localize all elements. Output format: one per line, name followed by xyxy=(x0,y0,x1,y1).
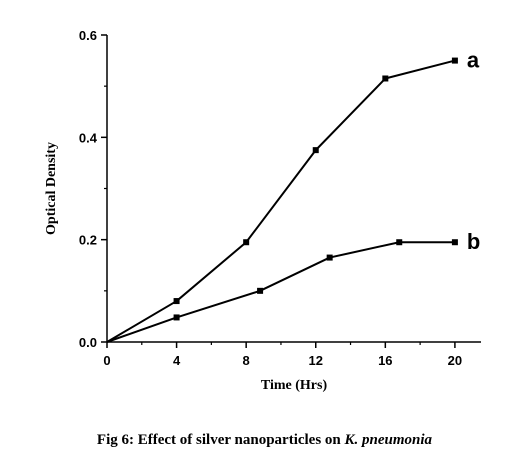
data-point xyxy=(257,287,264,294)
data-point xyxy=(396,239,403,246)
data-point xyxy=(451,239,458,246)
x-axis-title: Time (Hrs) xyxy=(261,378,328,393)
x-tick-label: 12 xyxy=(309,353,323,368)
series-a: a xyxy=(106,48,480,343)
series-line xyxy=(106,59,456,343)
data-point xyxy=(312,147,319,154)
y-tick-label: 0.6 xyxy=(79,28,97,43)
data-point xyxy=(326,254,333,261)
series-label: a xyxy=(467,48,480,73)
y-tick-label: 0.0 xyxy=(79,335,97,350)
data-point xyxy=(173,314,180,321)
y-axis-title: Optical Density xyxy=(44,142,59,235)
x-tick-label: 16 xyxy=(378,353,392,368)
y-tick-label: 0.2 xyxy=(79,233,97,248)
series-label: b xyxy=(467,229,480,254)
data-point xyxy=(173,298,180,305)
caption-text: Fig 6: Effect of silver nanoparticles on xyxy=(96,432,345,448)
x-tick-label: 8 xyxy=(243,353,250,368)
data-point xyxy=(382,75,389,82)
x-ticks: 0 4 8 12 16 20 xyxy=(103,342,462,368)
caption-species: K. pneumonia xyxy=(344,432,433,448)
x-tick-label: 0 xyxy=(103,353,110,368)
series-layer: ab xyxy=(106,48,480,343)
data-point xyxy=(451,57,458,64)
x-tick-label: 20 xyxy=(448,353,462,368)
series-line xyxy=(106,241,455,343)
y-ticks: 0.0 0.2 0.4 0.6 xyxy=(79,28,107,350)
figure-caption: Fig 6: Effect of silver nanoparticles on… xyxy=(0,432,529,449)
series-b: b xyxy=(106,229,480,343)
data-point xyxy=(243,239,250,246)
x-tick-label: 4 xyxy=(173,353,181,368)
y-tick-label: 0.4 xyxy=(79,130,98,145)
